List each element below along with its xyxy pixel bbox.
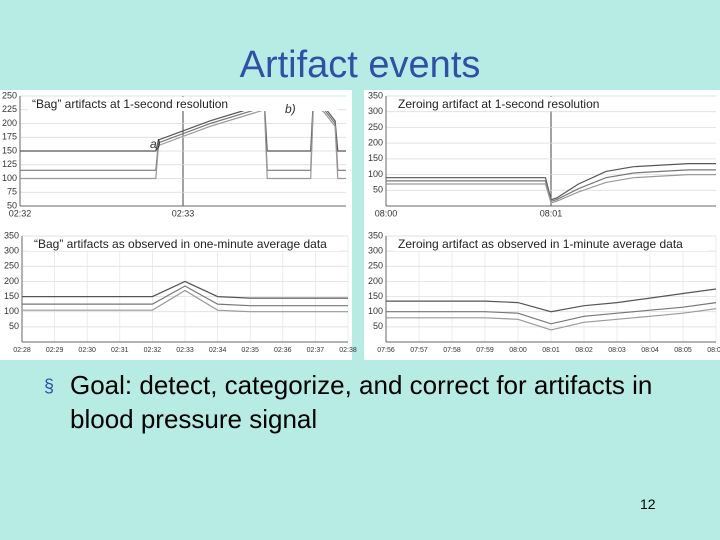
x-tick-label: 02:34 <box>209 347 227 354</box>
x-tick-label: 02:32 <box>9 208 32 218</box>
title-background <box>30 237 340 251</box>
title-background <box>394 97 708 111</box>
slide-title: Artifact events <box>239 44 481 86</box>
x-tick-label: 02:33 <box>172 208 195 218</box>
series-line <box>386 163 716 201</box>
x-tick-label: 07:57 <box>410 347 428 354</box>
y-tick-label: 300 <box>368 246 383 256</box>
y-tick-label: 250 <box>368 261 383 271</box>
series-line <box>386 174 716 204</box>
series-line <box>386 288 717 313</box>
series-line <box>386 308 717 331</box>
series-line <box>22 285 348 307</box>
x-tick-label: 08:00 <box>375 208 398 218</box>
x-tick-label: 02:28 <box>13 347 31 354</box>
y-tick-label: 350 <box>4 230 19 240</box>
y-tick-label: 75 <box>7 187 17 197</box>
series-line <box>386 302 717 325</box>
y-tick-label: 350 <box>368 90 383 100</box>
x-tick-label: 07:56 <box>377 347 395 354</box>
y-tick-label: 300 <box>4 246 19 256</box>
y-tick-label: 250 <box>4 261 19 271</box>
x-tick-label: 02:32 <box>144 347 162 354</box>
y-tick-label: 300 <box>368 106 383 116</box>
y-tick-label: 100 <box>368 169 383 179</box>
y-tick-label: 100 <box>368 306 383 316</box>
annotation: b) <box>285 102 296 116</box>
y-tick-label: 200 <box>4 276 19 286</box>
x-tick-label: 02:29 <box>46 347 64 354</box>
series-line <box>386 169 716 203</box>
x-tick-label: 08:01 <box>540 208 563 218</box>
y-tick-label: 50 <box>7 200 17 210</box>
series-line <box>22 289 348 313</box>
x-tick-label: 02:36 <box>274 347 292 354</box>
bullet-text: Goal: detect, categorize, and correct fo… <box>70 370 653 434</box>
x-tick-label: 02:38 <box>339 347 357 354</box>
y-tick-label: 100 <box>4 306 19 316</box>
y-tick-label: 50 <box>373 321 383 331</box>
chart-title: Zeroing artifact at 1-second resolution <box>398 97 599 111</box>
y-tick-label: 50 <box>373 185 383 195</box>
y-tick-label: 125 <box>2 159 17 169</box>
title-background <box>28 97 338 111</box>
y-tick-label: 250 <box>2 90 17 100</box>
title-background <box>394 237 708 251</box>
chart-gap <box>352 90 364 360</box>
x-tick-label: 08:04 <box>641 347 659 354</box>
x-tick-label: 02:33 <box>176 347 194 354</box>
y-tick-label: 150 <box>368 291 383 301</box>
x-tick-label: 02:35 <box>241 347 259 354</box>
x-tick-label: 08:01 <box>542 347 560 354</box>
y-tick-label: 200 <box>368 276 383 286</box>
y-tick-label: 200 <box>2 118 17 128</box>
page-number: 12 <box>640 496 656 512</box>
x-tick-label: 02:30 <box>78 347 96 354</box>
x-tick-label: 07:59 <box>476 347 494 354</box>
y-tick-label: 200 <box>368 138 383 148</box>
x-tick-label: 08:06 <box>707 347 720 354</box>
y-tick-label: 175 <box>2 132 17 142</box>
y-tick-label: 350 <box>368 230 383 240</box>
chart-title: Zeroing artifact as observed in 1-minute… <box>398 237 683 251</box>
y-tick-label: 150 <box>2 145 17 155</box>
x-tick-label: 02:31 <box>111 347 129 354</box>
x-tick-label: 02:37 <box>307 347 325 354</box>
y-tick-label: 100 <box>2 173 17 183</box>
bullet-mark: § <box>44 376 55 396</box>
y-tick-label: 150 <box>368 153 383 163</box>
series-line <box>22 280 348 299</box>
x-tick-label: 08:02 <box>575 347 593 354</box>
x-tick-label: 08:03 <box>608 347 626 354</box>
y-tick-label: 150 <box>4 291 19 301</box>
y-tick-label: 225 <box>2 104 17 114</box>
y-tick-label: 50 <box>9 321 19 331</box>
x-tick-label: 07:58 <box>443 347 461 354</box>
annotation: a) <box>150 137 161 151</box>
y-tick-label: 250 <box>368 122 383 132</box>
series-line <box>20 97 346 152</box>
chart-title: “Bag” artifacts as observed in one-minut… <box>34 237 327 251</box>
x-tick-label: 08:05 <box>674 347 692 354</box>
series-line <box>20 103 346 180</box>
chart-title: “Bag” artifacts at 1-second resolution <box>32 97 228 111</box>
x-tick-label: 08:00 <box>509 347 527 354</box>
